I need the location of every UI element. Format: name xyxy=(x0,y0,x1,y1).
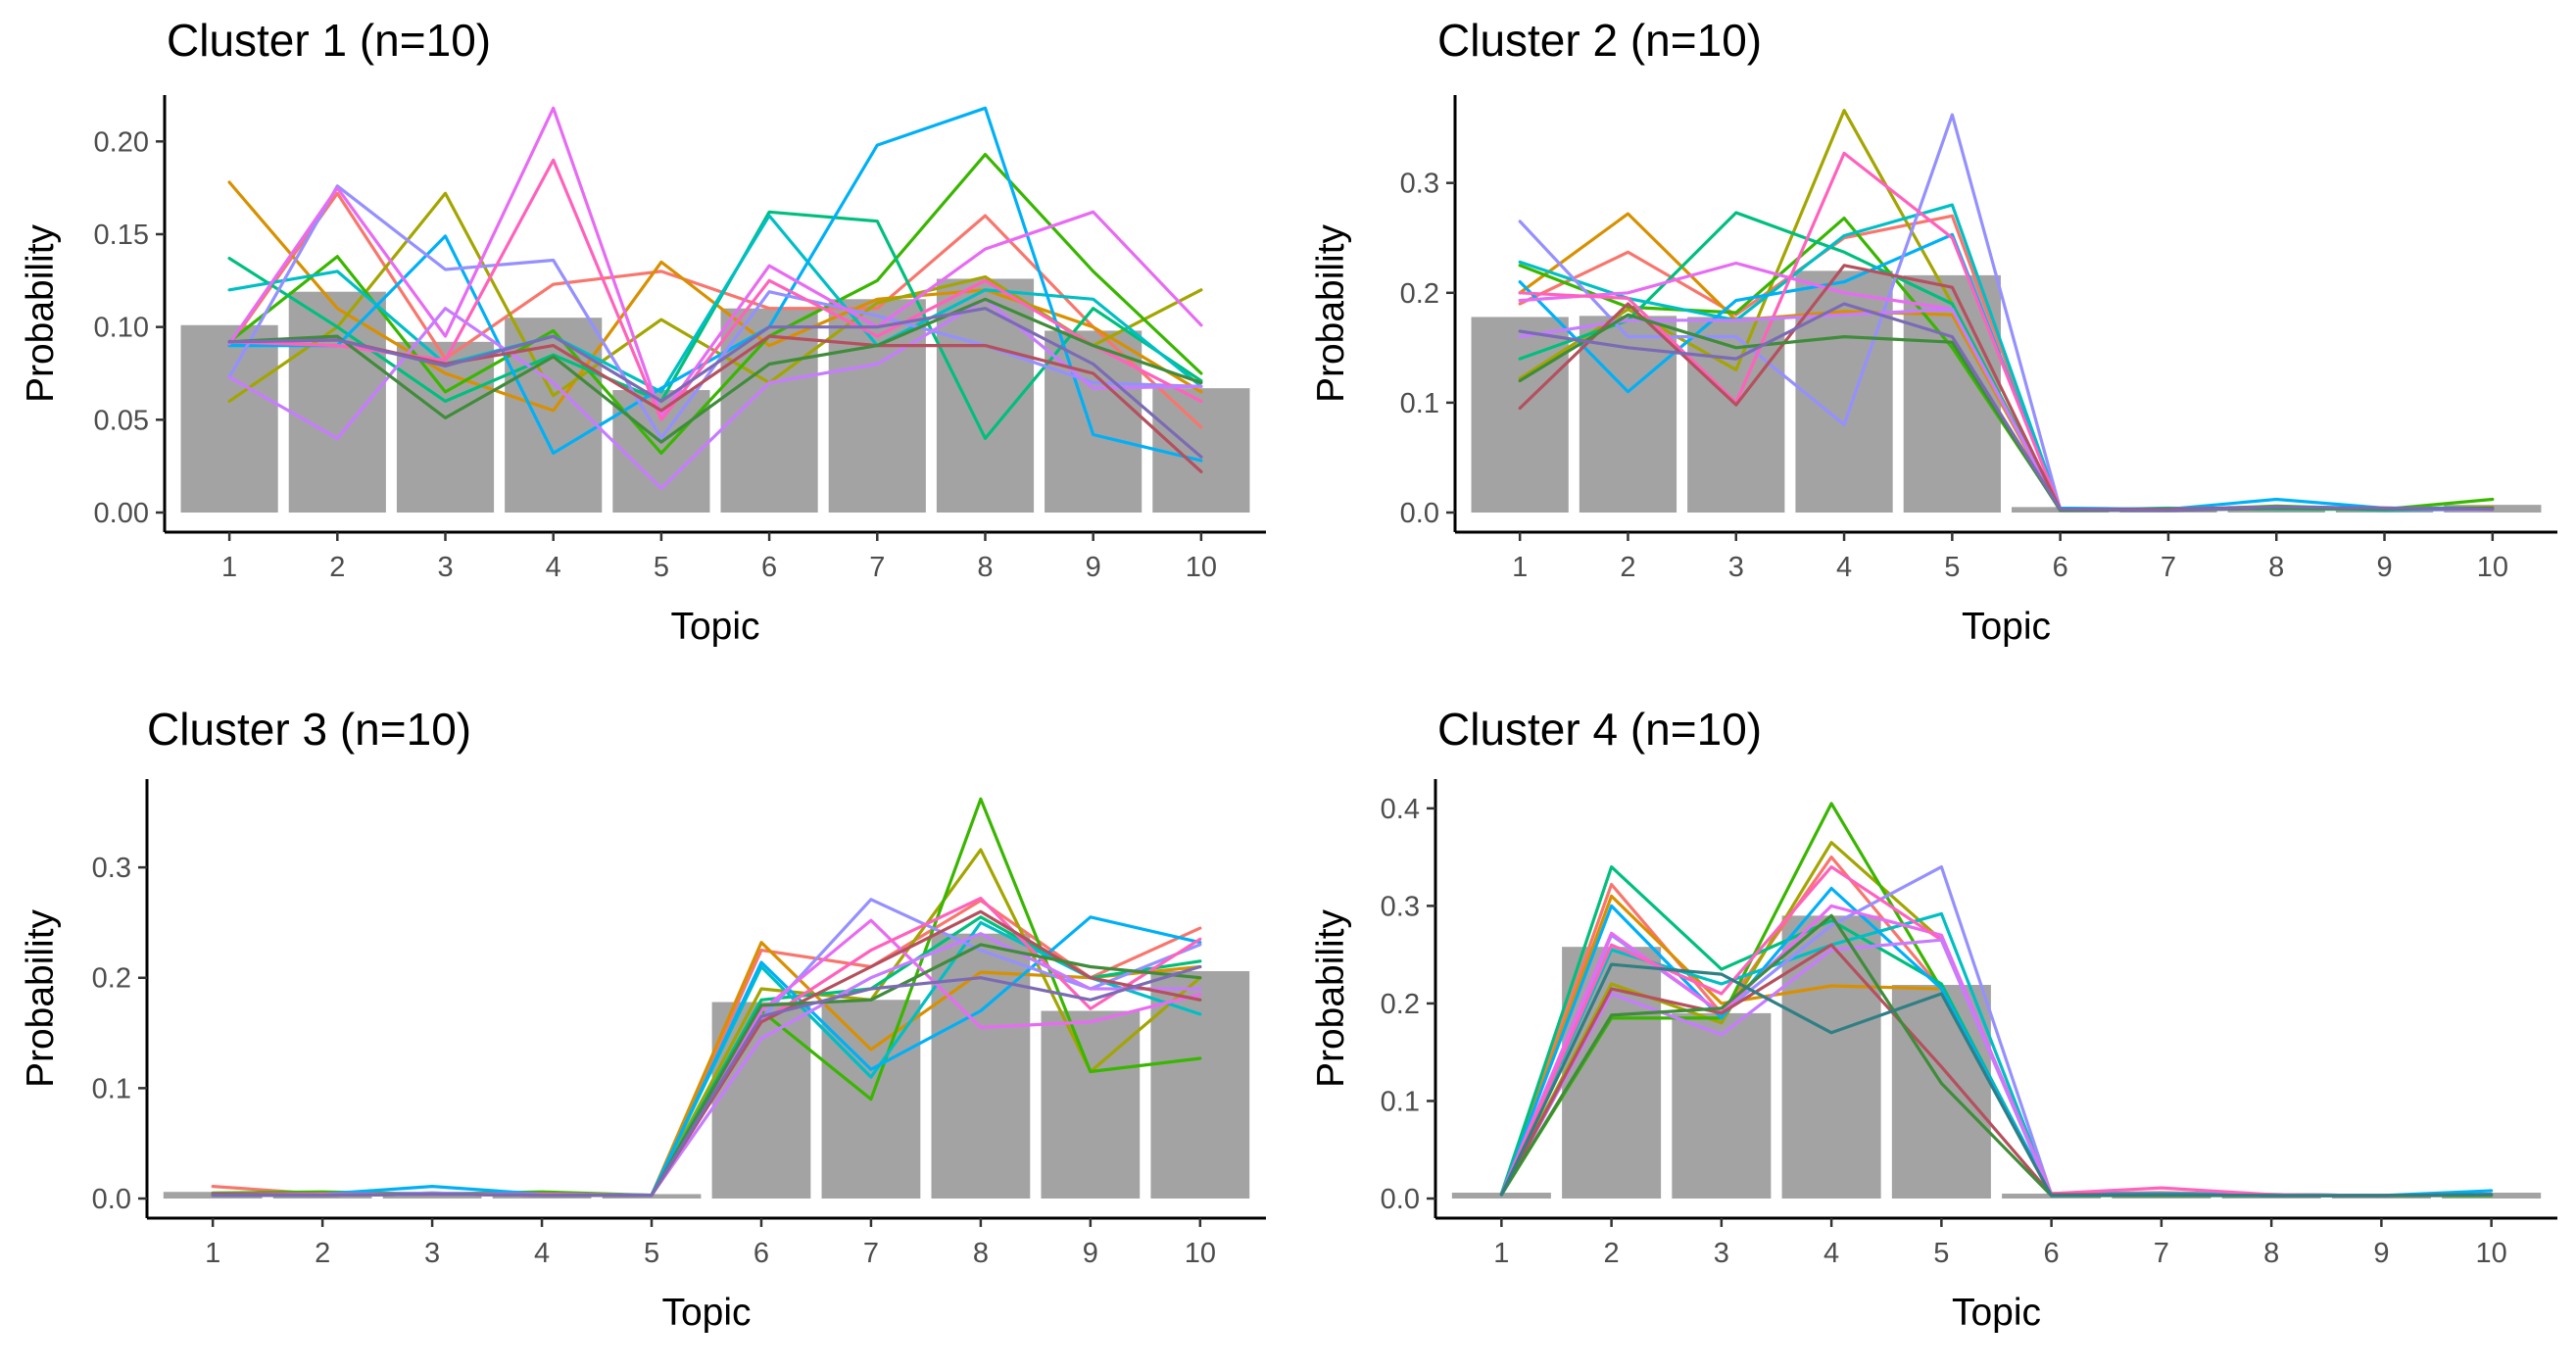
chart-panel-1: Cluster 1 (n=10) 0.00 0.05 0.10 0.15 0.20 1 2 3 4… xyxy=(20,15,1266,648)
x-tick-label: 6 xyxy=(753,1238,769,1269)
x-tick-label: 1 xyxy=(221,552,237,583)
x-tick-label: 1 xyxy=(1512,552,1528,583)
y-tick-label: 0.10 xyxy=(94,313,149,344)
y-tick-label: 0.1 xyxy=(1400,388,1439,419)
x-tick-label: 10 xyxy=(1185,1238,1216,1269)
y-tick-label: 0.2 xyxy=(1400,278,1439,310)
chart-title: Cluster 1 (n=10) xyxy=(167,15,491,66)
x-tick-label: 6 xyxy=(2044,1238,2060,1269)
series-line-7 xyxy=(211,915,1202,1198)
y-tick-label: 0.1 xyxy=(92,1073,131,1104)
x-tick-label: 2 xyxy=(329,552,345,583)
y-tick-label: 0.0 xyxy=(1400,498,1439,529)
y-tick-label: 0.4 xyxy=(1381,794,1420,825)
x-tick-label: 9 xyxy=(1086,552,1101,583)
y-tick-label: 0.0 xyxy=(92,1184,131,1215)
series-line-14 xyxy=(1499,962,2494,1198)
series-line-14 xyxy=(211,964,1202,1198)
x-tick-label: 9 xyxy=(2376,552,2392,583)
bar-topic-3 xyxy=(1672,1012,1772,1199)
x-tick-label: 7 xyxy=(2161,552,2176,583)
series-line-4 xyxy=(227,153,1203,455)
x-tick-label: 7 xyxy=(863,1238,879,1269)
series-line-11 xyxy=(227,297,1203,490)
y-axis-title: Probability xyxy=(1310,908,1352,1088)
bar-topic-4 xyxy=(1781,915,1881,1199)
x-tick-label: 6 xyxy=(761,552,777,583)
x-axis-title: Topic xyxy=(670,606,759,648)
y-tick-label: 0.1 xyxy=(1381,1086,1420,1117)
y-tick-label: 0.00 xyxy=(94,498,149,529)
x-axis-title: Topic xyxy=(1962,606,2051,648)
x-tick-label: 5 xyxy=(654,552,669,583)
bar-topic-10 xyxy=(1152,388,1250,513)
chart-title: Cluster 2 (n=10) xyxy=(1437,15,1762,66)
bar-topic-6 xyxy=(720,308,818,513)
x-tick-label: 9 xyxy=(1083,1238,1098,1269)
x-tick-label: 3 xyxy=(424,1238,440,1269)
y-axis-title: Probability xyxy=(20,223,62,403)
x-tick-label: 4 xyxy=(1823,1238,1839,1269)
y-tick-label: 0.3 xyxy=(1400,169,1439,200)
x-tick-label: 5 xyxy=(1933,1238,1949,1269)
x-tick-label: 5 xyxy=(1944,552,1960,583)
bar-topic-2 xyxy=(1579,316,1677,513)
y-tick-label: 0.15 xyxy=(94,220,149,251)
x-tick-label: 8 xyxy=(977,552,993,583)
series-line-9 xyxy=(227,106,1203,418)
x-tick-label: 10 xyxy=(2477,552,2508,583)
y-tick-label: 0.3 xyxy=(1381,891,1420,922)
y-tick-label: 0.3 xyxy=(92,853,131,884)
chart-panel-4: Cluster 4 (n=10) 0.0 0.1 0.2 0.3 0.4 1 2 3 4 5 6 7 8 9… xyxy=(1310,704,2557,1334)
bar-topic-9 xyxy=(1041,1010,1141,1199)
series-line-7 xyxy=(227,106,1203,463)
x-tick-label: 10 xyxy=(2476,1238,2507,1269)
x-tick-label: 10 xyxy=(1186,552,1217,583)
x-tick-label: 7 xyxy=(2154,1238,2169,1269)
bar-topic-3 xyxy=(396,341,495,513)
x-tick-label: 3 xyxy=(1728,552,1744,583)
y-tick-label: 0.2 xyxy=(92,963,131,995)
x-tick-label: 9 xyxy=(2373,1238,2389,1269)
series-line-14 xyxy=(1518,302,2495,513)
chart-panel-3: Cluster 3 (n=10) 0.0 0.1 0.2 0.3 1 2 3 4 5 6 7 8 9 10 T… xyxy=(20,704,1266,1334)
bar-topic-1 xyxy=(180,324,278,513)
x-tick-label: 4 xyxy=(546,552,561,583)
x-tick-label: 8 xyxy=(973,1238,989,1269)
x-tick-label: 8 xyxy=(2263,1238,2279,1269)
x-tick-label: 4 xyxy=(1836,552,1852,583)
chart-panel-2: Cluster 2 (n=10) 0.0 0.1 0.2 0.3 1 2 3 4 5 6 7 8 9 10 T… xyxy=(1310,15,2557,648)
bar-topic-1 xyxy=(1471,317,1569,513)
x-tick-label: 6 xyxy=(2053,552,2068,583)
x-axis-title: Topic xyxy=(1952,1292,2041,1334)
x-tick-label: 5 xyxy=(644,1238,659,1269)
bar-topic-10 xyxy=(1150,970,1250,1199)
x-tick-label: 3 xyxy=(437,552,453,583)
y-tick-label: 0.20 xyxy=(94,126,149,158)
chart-title: Cluster 4 (n=10) xyxy=(1437,704,1762,755)
x-tick-label: 2 xyxy=(1604,1238,1620,1269)
x-tick-label: 2 xyxy=(1620,552,1635,583)
bar-topic-3 xyxy=(1687,317,1785,513)
y-axis-title: Probability xyxy=(1310,223,1352,403)
y-axis-title: Probability xyxy=(20,908,62,1088)
x-tick-label: 2 xyxy=(315,1238,330,1269)
x-tick-label: 1 xyxy=(1493,1238,1509,1269)
y-tick-label: 0.05 xyxy=(94,405,149,436)
y-tick-label: 0.0 xyxy=(1381,1184,1420,1215)
x-tick-label: 8 xyxy=(2268,552,2284,583)
x-tick-label: 3 xyxy=(1714,1238,1729,1269)
x-tick-label: 1 xyxy=(205,1238,220,1269)
y-tick-label: 0.2 xyxy=(1381,989,1420,1020)
bar-topic-6 xyxy=(711,1002,811,1199)
series-line-6 xyxy=(227,214,1203,394)
series-line-14 xyxy=(227,307,1203,459)
x-tick-label: 7 xyxy=(869,552,885,583)
series-line-13 xyxy=(227,297,1203,444)
x-axis-title: Topic xyxy=(661,1292,751,1334)
chart-title: Cluster 3 (n=10) xyxy=(147,704,471,755)
x-tick-label: 4 xyxy=(534,1238,550,1269)
